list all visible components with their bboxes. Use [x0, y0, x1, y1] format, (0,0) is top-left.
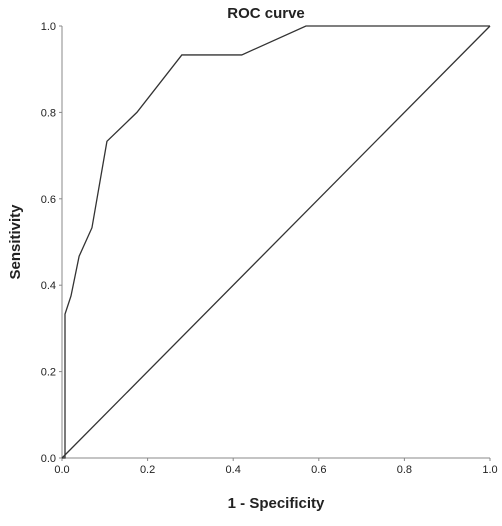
roc-curve-line — [62, 25, 490, 459]
x-tick-label: 1.0 — [482, 464, 497, 476]
series-lines — [61, 25, 491, 459]
y-tick-label: 0.6 — [41, 194, 56, 206]
axes — [61, 26, 490, 459]
x-tick-label: 0.8 — [397, 464, 412, 476]
x-tick-label: 0.2 — [140, 464, 155, 476]
y-tick-label: 0.2 — [41, 367, 56, 379]
y-axis-title: Sensitivity — [7, 204, 24, 280]
tick-labels: 0.0 0.2 0.4 0.6 0.8 1.0 0.0 0.2 0.4 0.6 0.8 1.0 — [41, 21, 498, 476]
y-tick-label: 0.8 — [41, 107, 56, 119]
y-tick-label: 0.4 — [41, 280, 56, 292]
x-tick-label: 0.6 — [311, 464, 326, 476]
x-axis-title: 1 - Specificity — [228, 495, 325, 512]
y-tick-label: 1.0 — [41, 21, 56, 33]
x-tick-label: 0.0 — [54, 464, 69, 476]
reference-diagonal-line — [61, 25, 491, 459]
chart-title: ROC curve — [227, 5, 305, 22]
y-tick-label: 0.0 — [41, 453, 56, 465]
x-tick-label: 0.4 — [226, 464, 241, 476]
